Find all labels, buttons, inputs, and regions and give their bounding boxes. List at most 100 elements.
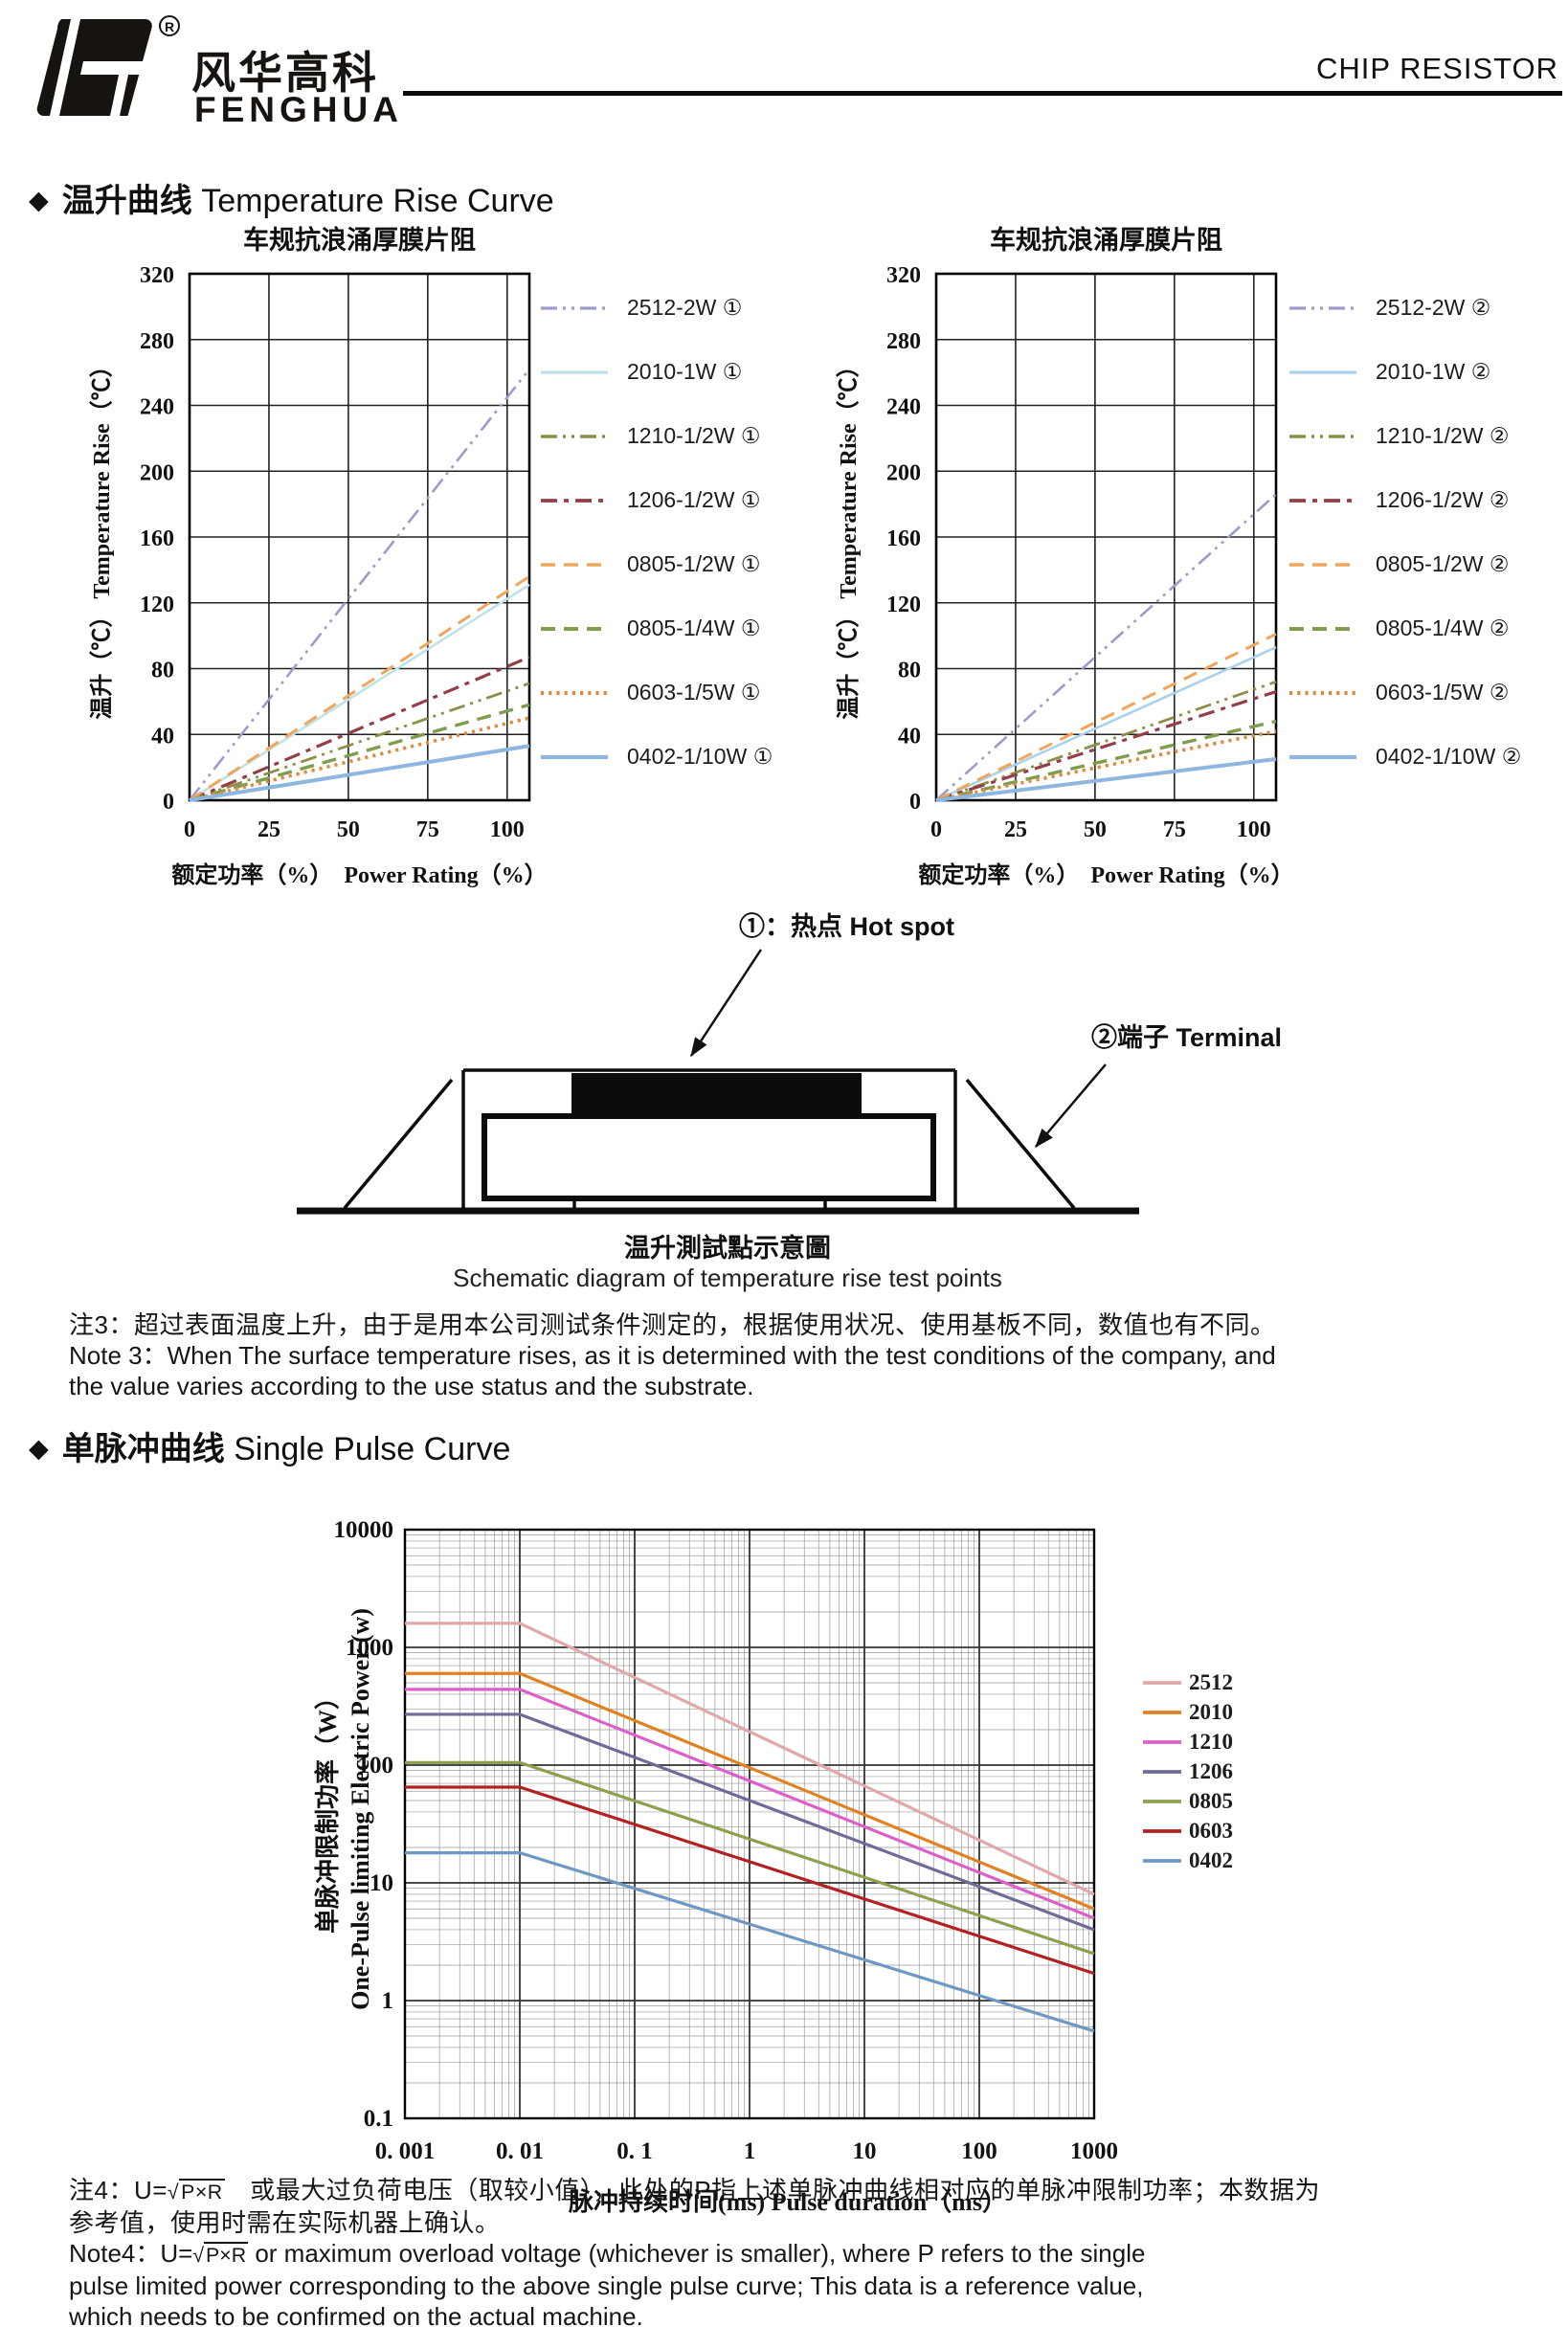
svg-text:25: 25	[1004, 817, 1027, 842]
legend-item: 1210-1/2W ①	[539, 404, 773, 468]
legend-label: 0402	[1189, 1847, 1233, 1872]
fenghua-logo: R	[29, 13, 182, 125]
svg-text:100: 100	[490, 817, 525, 842]
legend-label: 2512-2W ②	[1376, 295, 1491, 320]
legend-line-sample	[1143, 1680, 1181, 1685]
legend-label: 0402-1/10W ②	[1376, 744, 1522, 769]
legend-label: 1206-1/2W ②	[1376, 487, 1510, 512]
svg-text:320: 320	[140, 263, 174, 288]
series-line	[935, 690, 1277, 802]
svg-text:R: R	[165, 19, 174, 34]
legend-item: 2512-2W ②	[1288, 276, 1521, 340]
svg-text:额定功率（%） Power Rating（%）: 额定功率（%） Power Rating（%）	[918, 861, 1288, 888]
svg-text:80: 80	[898, 659, 921, 683]
legend-line-sample	[1143, 1858, 1181, 1863]
svg-text:0: 0	[163, 790, 174, 815]
legend-item: 2010-1W ①	[539, 340, 773, 404]
svg-text:0.1: 0.1	[364, 2106, 393, 2132]
hotspot-arrow	[689, 949, 763, 1058]
series-line	[188, 368, 531, 801]
legend-item: 0603-1/5W ①	[539, 660, 773, 725]
note3-en-line2: the value varies according to the use st…	[69, 1372, 754, 1400]
legend-label: 2010-1W ②	[1376, 359, 1491, 384]
temperature-rise-chart-2: 0 40 80 120 160 200 240 280 320 0 25 50 75 100 车规抗浪涌厚膜…	[836, 225, 1288, 888]
note4-cn-line1: 注4：U=√P×R 或最大过负荷电压（取较小值），此处的P指上述单脉冲曲线相对应…	[69, 2176, 1321, 2204]
brand-name-cn: 风华高科	[191, 48, 379, 98]
svg-text:0. 001: 0. 001	[375, 2138, 436, 2164]
svg-text:120: 120	[886, 593, 921, 617]
svg-text:温升（℃） Temperature Rise（℃）: 温升（℃） Temperature Rise（℃）	[836, 354, 862, 719]
legend-line-sample	[1289, 626, 1356, 631]
series-line	[935, 757, 1277, 802]
legend-item: 1206	[1141, 1756, 1233, 1786]
legend-item: 1206-1/2W ②	[1288, 468, 1521, 532]
svg-text:40: 40	[151, 724, 174, 749]
legend-label: 2512-2W ①	[627, 295, 743, 320]
series-line	[935, 493, 1277, 801]
legend-line-sample	[1289, 754, 1356, 759]
legend-line-sample	[541, 626, 608, 631]
temperature-rise-legend-2: 2512-2W ② 2010-1W ② 1210-1/2W ② 1206-1/2W ②…	[1288, 276, 1521, 789]
series-line	[405, 1622, 1095, 1896]
section-title-temperature-rise: ◆ 温升曲线 Temperature Rise Curve	[29, 174, 554, 221]
section2-title-cn: 单脉冲曲线	[61, 1431, 225, 1467]
hotspot-label: ①：热点 Hot spot	[739, 912, 954, 941]
legend-line-sample	[541, 434, 608, 438]
svg-text:0. 1: 0. 1	[616, 2138, 653, 2164]
svg-text:320: 320	[886, 263, 921, 288]
series-line	[405, 1760, 1095, 1956]
svg-text:温升（℃） Temperature Rise（℃）: 温升（℃） Temperature Rise（℃）	[89, 354, 115, 719]
legend-item: 0805-1/4W ②	[1288, 596, 1521, 660]
section-title-single-pulse: ◆ 单脉冲曲线 Single Pulse Curve	[29, 1422, 510, 1469]
svg-text:1: 1	[744, 2138, 756, 2164]
svg-text:80: 80	[151, 659, 174, 683]
single-pulse-chart: 10000 1000 100 10 1 0.1 0. 001 0. 01 0. 1 1 10 100 1…	[334, 1517, 1119, 2216]
hot-spot-bar	[571, 1073, 862, 1113]
svg-text:1000: 1000	[1070, 2138, 1118, 2164]
terminal-arrow	[1035, 1063, 1107, 1148]
series-line	[935, 719, 1277, 802]
legend-label: 1210-1/2W ①	[627, 423, 761, 448]
legend-label: 2010-1W ①	[627, 359, 743, 384]
legend-line-sample	[1143, 1710, 1181, 1714]
series-line	[189, 655, 530, 802]
section1-title-cn: 温升曲线	[61, 183, 192, 219]
svg-text:0: 0	[909, 790, 921, 815]
note3-en-line1: Note 3：When The surface temperature rise…	[69, 1341, 1276, 1370]
series-line	[189, 682, 530, 802]
svg-text:10000: 10000	[334, 1517, 394, 1543]
svg-text:280: 280	[140, 329, 174, 354]
svg-text:车规抗浪涌厚膜片阻: 车规抗浪涌厚膜片阻	[990, 225, 1222, 255]
legend-line-sample	[541, 690, 608, 695]
svg-text:280: 280	[886, 329, 921, 354]
series-line	[189, 716, 530, 802]
legend-label: 1210	[1189, 1729, 1233, 1754]
legend-label: 0805-1/4W ②	[1376, 615, 1510, 640]
terminal-left	[343, 1078, 454, 1210]
terminal-label: ②端子 Terminal	[1091, 1023, 1283, 1052]
series-line	[405, 1785, 1095, 1976]
legend-line-sample	[1289, 562, 1356, 567]
legend-line-sample	[541, 498, 608, 503]
svg-text:50: 50	[337, 817, 360, 842]
legend-line-sample	[1289, 690, 1356, 695]
single-pulse-legend: 2512 2010 1210 1206 0805 0603 0402	[1141, 1667, 1233, 1875]
series-line	[405, 1712, 1095, 1932]
svg-text:160: 160	[886, 526, 921, 551]
svg-text:0: 0	[184, 817, 195, 842]
legend-item: 2512-2W ①	[539, 276, 773, 340]
svg-text:额定功率（%） Power Rating（%）: 额定功率（%） Power Rating（%）	[171, 861, 542, 888]
legend-item: 0402	[1141, 1846, 1233, 1875]
legend-line-sample	[1143, 1769, 1181, 1774]
svg-text:200: 200	[140, 460, 174, 485]
legend-item: 0603	[1141, 1816, 1233, 1846]
svg-text:0. 01: 0. 01	[496, 2138, 544, 2164]
series-line	[189, 583, 530, 802]
svg-text:200: 200	[886, 460, 921, 485]
page-title: CHIP RESISTOR	[1315, 52, 1558, 85]
legend-item: 0805-1/2W ①	[539, 532, 773, 596]
temperature-rise-chart-1: 0 40 80 120 160 200 240 280 320 0 25 50 75 100 车规抗浪涌厚膜…	[89, 225, 542, 888]
legend-item: 0402-1/10W ①	[539, 725, 773, 789]
fenghua-logo-mark: R	[36, 15, 180, 116]
